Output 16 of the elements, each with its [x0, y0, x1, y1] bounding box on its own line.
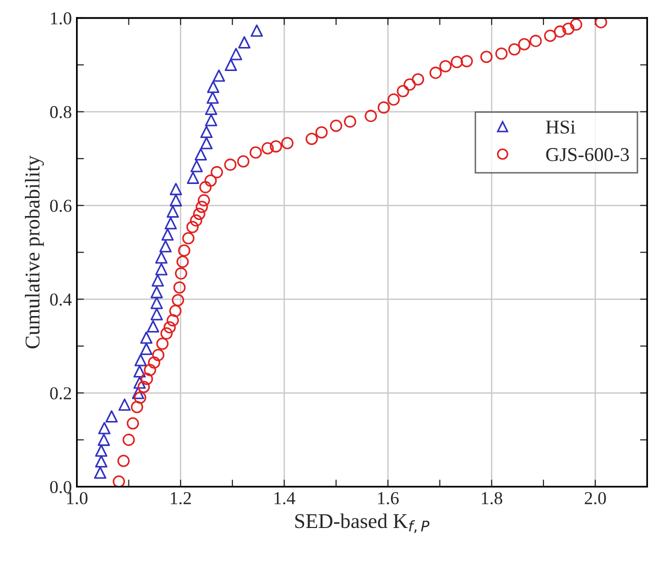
x-tick-label: 1.6 — [378, 492, 399, 504]
y-axis-title: Cumulative probability — [24, 156, 44, 348]
y-tick-label: 0.2 — [50, 387, 72, 400]
y-tick-label: 1.0 — [51, 12, 72, 25]
y-tick-label: 0.4 — [50, 293, 72, 306]
y-tick-label: 0.6 — [50, 200, 72, 212]
x-tick-label: 1.8 — [482, 492, 502, 504]
legend-label: HSi — [546, 120, 576, 134]
y-tick-label: 0.8 — [50, 106, 72, 118]
x-tick-label: 1.0 — [67, 492, 88, 504]
x-tick-label: 1.4 — [274, 492, 296, 504]
x-axis-title: SED-based K$_{f,P}$ — [295, 513, 430, 534]
legend-label: GJS-600-3 — [546, 148, 629, 162]
x-tick-label: 1.2 — [170, 492, 191, 504]
x-tick-label: 2.0 — [584, 492, 606, 504]
y-tick-label: 0.0 — [50, 480, 72, 494]
